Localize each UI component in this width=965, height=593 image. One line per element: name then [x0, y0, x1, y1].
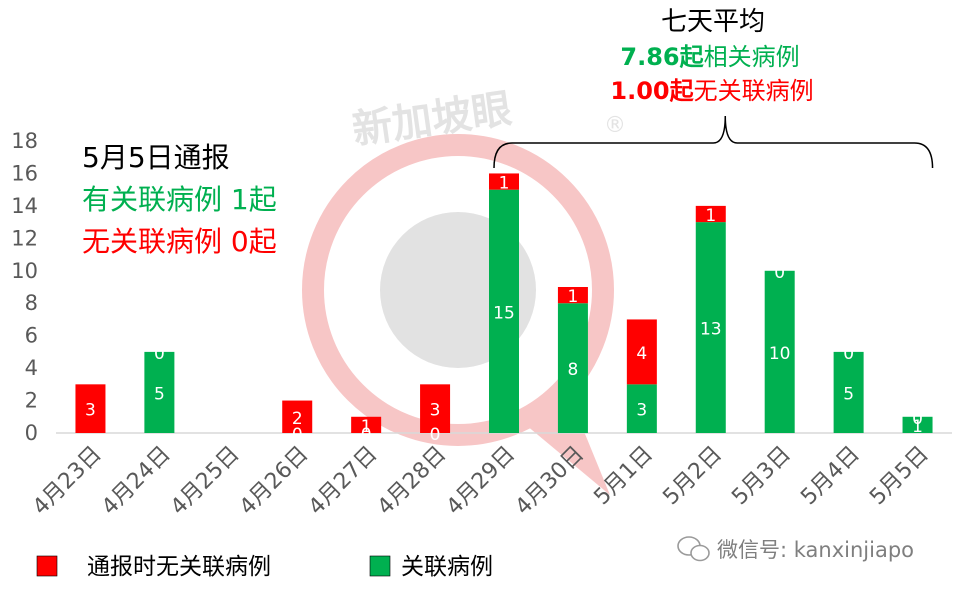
bar-related — [695, 222, 726, 433]
bar-related — [764, 270, 795, 433]
bar-unrelated — [420, 384, 451, 433]
report-unrelated: 无关联病例 0起 — [82, 225, 277, 258]
x-tick-label: 4月24日 — [97, 442, 175, 520]
report-annotation: 5月5日通报 有关联病例 1起 无关联病例 0起 — [82, 141, 277, 258]
bar-label-unrelated: 1 — [361, 417, 372, 437]
bar-label-related: 15 — [493, 303, 515, 323]
bar-label-unrelated: 1 — [499, 174, 510, 194]
bar-label-unrelated: 0 — [154, 344, 165, 364]
bar-related — [833, 351, 864, 433]
bar-label-unrelated: 0 — [912, 409, 923, 429]
watermark-ring — [302, 134, 614, 446]
bar-unrelated — [626, 319, 657, 385]
bar-label-related: 1 — [912, 417, 923, 437]
bar-label-related: 3 — [636, 401, 647, 421]
y-tick-label: 6 — [25, 324, 38, 348]
bar-label-unrelated: 0 — [774, 263, 785, 283]
bar-related — [557, 303, 588, 433]
bar-label-unrelated: 4 — [636, 344, 647, 364]
x-tick-label: 5月2日 — [658, 442, 727, 511]
bar-unrelated — [351, 416, 382, 433]
y-tick-label: 12 — [11, 226, 38, 250]
y-tick-label: 16 — [11, 161, 38, 185]
watermark-registered: ® — [604, 113, 626, 138]
bar-label-related: 5 — [843, 384, 854, 404]
bar-related — [489, 189, 519, 433]
bar-unrelated — [695, 205, 726, 223]
x-tick-label: 4月29日 — [442, 442, 520, 520]
average-annotation: 七天平均 7.86起相关病例 1.00起无关联病例 — [493, 7, 934, 169]
bar-label-related: 0 — [292, 425, 303, 445]
bar-label-related: 0 — [430, 425, 441, 445]
bar-unrelated — [75, 384, 106, 433]
bar-label-unrelated: 0 — [843, 344, 854, 364]
y-tick-label: 18 — [11, 129, 38, 153]
bar-label-unrelated: 3 — [85, 401, 96, 421]
y-tick-label: 8 — [25, 291, 38, 315]
bar-label-related: 0 — [361, 425, 372, 445]
average-related-line: 7.86起相关病例 — [620, 43, 799, 71]
x-tick-label: 5月3日 — [727, 442, 796, 511]
average-related-label: 相关病例 — [704, 43, 800, 71]
bar-label-unrelated: 1 — [568, 287, 579, 307]
legend: 通报时无关联病例 关联病例 — [36, 554, 493, 580]
bar-label-unrelated: 3 — [430, 401, 441, 421]
x-tick-label: 4月26日 — [235, 442, 313, 520]
average-related-value: 7.86起 — [620, 43, 704, 71]
legend-label-related: 关联病例 — [401, 554, 493, 580]
legend-swatch-unrelated — [36, 555, 58, 577]
x-tick-label: 4月27日 — [304, 442, 382, 520]
bar-unrelated — [557, 287, 588, 304]
average-unrelated-value: 1.00起 — [610, 77, 694, 105]
bar-label-unrelated: 1 — [705, 206, 716, 226]
bar-related — [626, 384, 657, 433]
bar-label-related: 5 — [154, 384, 165, 404]
bar-label-related: 8 — [568, 360, 579, 380]
bar-label-related: 10 — [769, 344, 791, 364]
bar-label-related: 13 — [700, 320, 722, 340]
report-related: 有关联病例 1起 — [82, 183, 277, 216]
bar-unrelated — [282, 400, 313, 433]
bar-related — [144, 351, 175, 433]
average-unrelated-label: 无关联病例 — [694, 77, 814, 105]
average-range-brace — [493, 115, 934, 169]
x-tick-labels: 4月23日4月24日4月25日4月26日4月27日4月28日4月29日4月30日… — [28, 442, 934, 520]
x-tick-label: 4月30日 — [511, 442, 589, 520]
y-tick-label: 14 — [11, 194, 38, 218]
y-tick-label: 0 — [25, 421, 38, 445]
y-tick-label: 4 — [25, 356, 38, 380]
legend-label-unrelated: 通报时无关联病例 — [87, 554, 271, 580]
legend-swatch-related — [369, 555, 391, 577]
average-heading: 七天平均 — [661, 7, 765, 37]
bar-unrelated — [489, 173, 519, 190]
wechat-watermark: 微信号: kanxinjiapo — [677, 536, 914, 562]
y-tick-label: 10 — [11, 259, 38, 283]
wechat-icon — [677, 536, 710, 562]
x-tick-label: 5月4日 — [796, 442, 865, 511]
x-tick-label: 4月25日 — [166, 442, 244, 520]
watermark-pin — [520, 385, 610, 495]
x-tick-label: 5月5日 — [865, 442, 934, 511]
report-title: 5月5日通报 — [82, 141, 230, 174]
x-tick-label: 4月23日 — [28, 442, 106, 520]
average-unrelated-line: 1.00起无关联病例 — [610, 77, 813, 105]
bars — [75, 173, 933, 433]
bar-related — [902, 416, 933, 433]
wechat-id: 微信号: kanxinjiapo — [717, 538, 914, 562]
y-tick-label: 2 — [25, 389, 38, 413]
x-tick-label: 4月28日 — [373, 442, 451, 520]
bar-label-unrelated: 2 — [292, 409, 303, 429]
